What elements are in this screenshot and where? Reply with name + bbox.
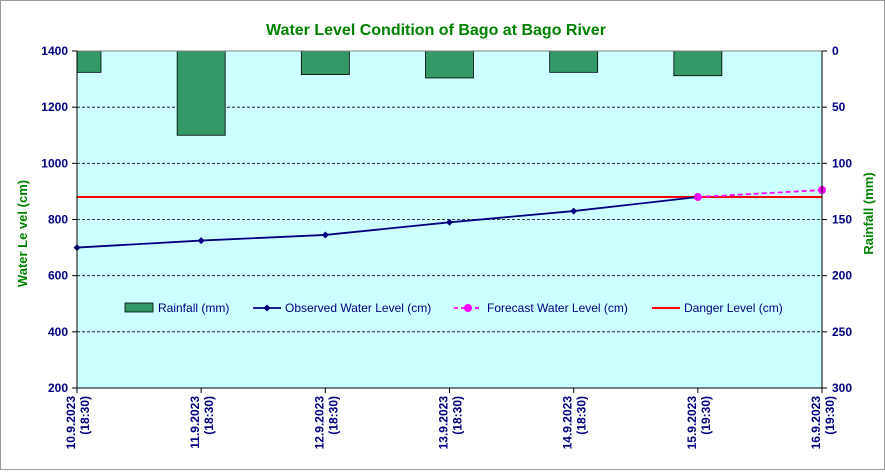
observed-water-level-line bbox=[76, 196, 698, 249]
y-right-axis-title: Rainfall (mm) bbox=[861, 172, 876, 254]
x-tick-label-date: 16.9.2023 bbox=[809, 396, 823, 450]
y-left-axis-title: Water Le vel (cm) bbox=[15, 180, 30, 287]
rainfall-bar bbox=[673, 50, 723, 77]
x-tick-label-time: (19:30) bbox=[823, 396, 837, 435]
x-tick-label-date: 11.9.2023 bbox=[188, 396, 202, 449]
y-left-tick-label: 600 bbox=[48, 269, 68, 283]
x-tick-label-time: (19:30) bbox=[699, 396, 713, 435]
legend-forecast-marker bbox=[464, 304, 472, 312]
x-tick-label-date: 13.9.2023 bbox=[437, 396, 451, 450]
y-right-tick-label: 200 bbox=[832, 269, 852, 283]
y-right-tick-label: 100 bbox=[832, 156, 852, 170]
y-right-tick-label: 250 bbox=[832, 325, 852, 339]
y-left-tick-label: 1400 bbox=[41, 44, 68, 58]
x-tick-label-date: 12.9.2023 bbox=[312, 396, 326, 450]
legend: Rainfall (mm) Observed Water Level (cm) Fo… bbox=[124, 301, 783, 315]
legend-observed-marker bbox=[263, 304, 271, 312]
x-tick-label-date: 15.9.2023 bbox=[685, 396, 699, 450]
forecast-water-level-line bbox=[697, 189, 823, 198]
rainfall-bar bbox=[76, 50, 102, 73]
rainfall-bar bbox=[176, 50, 226, 136]
x-tick-label-time: (18:30) bbox=[78, 396, 92, 435]
x-tick-label-time: (18:30) bbox=[326, 396, 340, 435]
y-right-tick-label: 150 bbox=[832, 213, 852, 227]
x-tick-label-time: (18:30) bbox=[451, 396, 465, 435]
y-right-tick-label: 0 bbox=[832, 44, 839, 58]
rainfall-bar bbox=[425, 50, 474, 79]
x-tick-label-date: 14.9.2023 bbox=[561, 396, 575, 450]
y-right-tick-label: 50 bbox=[832, 100, 846, 114]
y-left-tick-label: 800 bbox=[48, 213, 68, 227]
y-right-tick-label: 300 bbox=[832, 381, 852, 395]
observed-water-level-point bbox=[446, 218, 453, 226]
axes: 200 400 600 800 1000 1200 1400 0 50 100 150 200 250 3… bbox=[15, 44, 876, 449]
x-tick-label-date: 10.9.2023 bbox=[64, 396, 78, 450]
legend-forecast-label: Forecast Water Level (cm) bbox=[487, 301, 628, 315]
chart-title: Water Level Condition of Bago at Bago Ri… bbox=[266, 22, 606, 39]
observed-water-level-point bbox=[570, 207, 578, 215]
forecast-water-level-point bbox=[693, 193, 702, 202]
legend-danger-label: Danger Level (cm) bbox=[684, 301, 783, 315]
y-left-tick-label: 1200 bbox=[41, 100, 68, 114]
observed-water-level-point bbox=[197, 237, 205, 245]
rainfall-bar bbox=[549, 50, 599, 73]
y-left-tick-label: 200 bbox=[48, 381, 68, 395]
plot-area bbox=[73, 50, 826, 389]
y-left-tick-label: 400 bbox=[48, 325, 68, 339]
legend-rainfall-label: Rainfall (mm) bbox=[158, 301, 229, 315]
x-tick-label-time: (18:30) bbox=[202, 396, 216, 435]
legend-observed-label: Observed Water Level (cm) bbox=[285, 301, 431, 315]
legend-rainfall-swatch bbox=[124, 302, 154, 313]
y-left-tick-label: 1000 bbox=[41, 156, 68, 170]
rainfall-bar bbox=[300, 50, 350, 75]
x-tick-label-time: (18:30) bbox=[575, 396, 589, 435]
observed-water-level-point bbox=[321, 231, 329, 239]
